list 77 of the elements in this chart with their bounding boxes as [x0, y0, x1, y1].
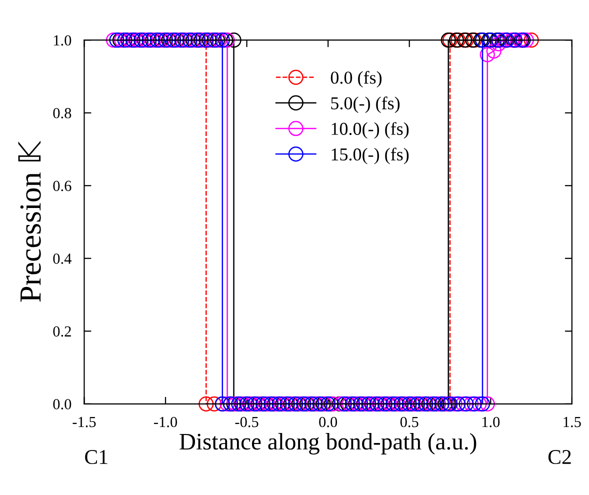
point: [220, 396, 235, 412]
y-tick-label: 0.4: [53, 254, 72, 264]
point: [466, 396, 482, 412]
x-tick-label: -0.5: [235, 416, 258, 428]
text: C2: [548, 450, 571, 464]
point: [231, 396, 246, 412]
x-tick-label: 0.5: [400, 416, 418, 428]
point: [344, 396, 360, 412]
text: C1: [85, 450, 108, 464]
x-tick-label: 1.0: [482, 416, 500, 428]
point: [402, 396, 417, 412]
point: [264, 396, 279, 412]
point: [198, 396, 214, 412]
point: [312, 396, 328, 412]
point: [125, 32, 141, 48]
point: [474, 396, 490, 412]
x-tick-label: -1.5: [72, 416, 96, 428]
point: [304, 396, 320, 412]
point: [410, 396, 426, 412]
x-tick-label: 0.0: [319, 416, 338, 428]
point: [320, 396, 336, 412]
point: [524, 32, 539, 48]
point: [247, 396, 262, 412]
x-tick-label: -1.0: [154, 416, 178, 428]
legend-label: 10.0(-) (fs): [332, 122, 409, 139]
point: [480, 396, 495, 412]
point: [158, 32, 174, 48]
point: [106, 32, 122, 48]
point: [472, 396, 487, 412]
point: [480, 47, 495, 62]
x-axis-title: Distance along bond-path (a.u.): [180, 433, 476, 455]
x-tick-label: 1.5: [564, 416, 581, 428]
legend-label: 15.0(-) (fs): [332, 148, 409, 164]
point: [117, 32, 132, 48]
point: [214, 32, 230, 48]
legend-label: 0.0 (fs): [330, 70, 382, 88]
point: [518, 32, 534, 48]
point: [142, 32, 157, 48]
y-tick-label: 0.8: [53, 108, 72, 118]
point: [336, 396, 352, 412]
point: [296, 396, 312, 412]
point: [369, 396, 384, 412]
point: [150, 32, 165, 48]
y-tick-label: 1.0: [54, 35, 72, 46]
point: [426, 396, 442, 412]
point: [464, 396, 479, 412]
legend-label: 5.0(-) (fs): [331, 96, 400, 114]
point: [394, 396, 409, 412]
point: [206, 396, 222, 412]
point: [486, 43, 502, 59]
point: [377, 396, 393, 412]
point: [447, 396, 462, 412]
point: [386, 396, 401, 412]
point: [109, 32, 124, 48]
point: [206, 32, 222, 48]
point: [280, 396, 295, 412]
point: [450, 396, 466, 412]
point: [182, 32, 198, 48]
y-axis-title: Precession 𝕂: [18, 140, 41, 302]
point: [491, 36, 506, 52]
y-tick-label: 0.2: [53, 326, 71, 337]
point: [288, 396, 304, 412]
point: [134, 32, 149, 48]
point: [272, 396, 287, 412]
point: [239, 396, 254, 412]
point: [226, 32, 242, 48]
y-tick-label: 0.6: [53, 180, 72, 192]
point: [166, 32, 182, 48]
point: [458, 396, 474, 412]
point: [434, 396, 450, 412]
point: [174, 32, 190, 48]
point: [255, 396, 271, 412]
point: [455, 396, 471, 412]
point: [418, 396, 434, 412]
point: [353, 396, 368, 412]
point: [361, 396, 376, 412]
y-tick-label: 0.0: [53, 399, 72, 410]
